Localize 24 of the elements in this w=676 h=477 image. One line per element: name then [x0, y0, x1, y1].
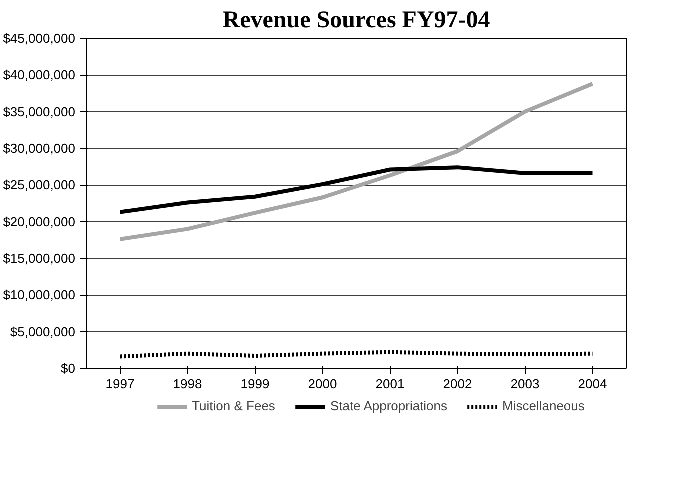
line-series — [118, 166, 595, 214]
x-tick-label: 2000 — [308, 376, 338, 392]
x-tick-label: 2004 — [578, 376, 608, 392]
y-tick-label: $15,000,000 — [3, 251, 76, 266]
y-tick-label: $25,000,000 — [3, 178, 76, 193]
legend-label: State Appropriations — [330, 398, 448, 414]
legend-label: Tuition & Fees — [192, 398, 276, 414]
legend-label: Miscellaneous — [502, 398, 585, 414]
y-tick-label: $0 — [61, 361, 76, 376]
x-tick-label: 1998 — [173, 376, 202, 392]
x-tick-label: 2003 — [510, 376, 540, 392]
y-tick-label: $40,000,000 — [3, 68, 76, 83]
y-tick-label: $45,000,000 — [3, 31, 76, 46]
y-tick-label: $30,000,000 — [3, 141, 76, 156]
x-tick-label: 2001 — [376, 376, 405, 392]
y-tick-label: $5,000,000 — [10, 324, 76, 340]
chart-title: Revenue Sources FY97-04 — [222, 8, 490, 34]
y-tick-label: $20,000,000 — [3, 214, 76, 230]
line-series — [118, 82, 595, 242]
x-tick-label: 1997 — [106, 376, 135, 392]
y-tick-label: $35,000,000 — [3, 104, 76, 120]
x-tick-label: 1999 — [240, 376, 270, 392]
y-tick-label: $10,000,000 — [3, 288, 76, 303]
x-tick-label: 2002 — [443, 376, 472, 392]
